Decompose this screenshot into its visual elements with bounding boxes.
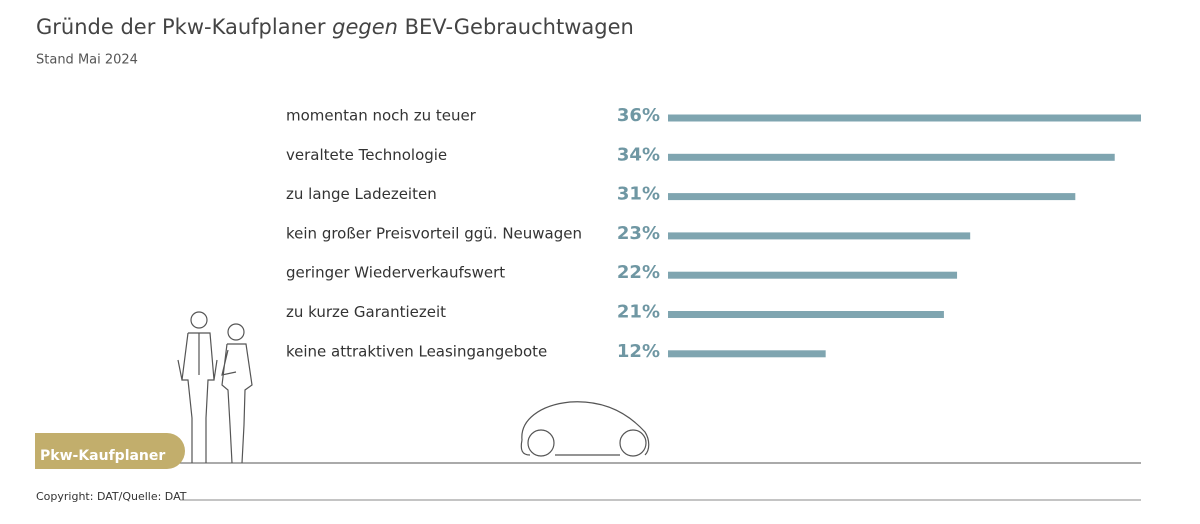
category-label: keine attraktiven Leasingangebote (286, 342, 547, 360)
title-part: Gründe der Pkw-Kaufplaner (36, 15, 332, 39)
bar (668, 271, 958, 279)
footer: Copyright: DAT/Quelle: DAT (36, 490, 187, 503)
people-illustration (177, 311, 253, 464)
bar (668, 350, 826, 358)
value-label: 34% (617, 144, 660, 165)
bar (668, 311, 944, 318)
value-label: 21% (617, 302, 660, 323)
badge-label: Pkw-Kaufplaner (40, 448, 165, 464)
value-label: 23% (617, 223, 660, 244)
bar (668, 153, 1115, 161)
chart-title: Gründe der Pkw-Kaufplaner gegen BEV-Gebr… (36, 15, 634, 39)
value-label: 22% (617, 262, 660, 283)
car-illustration (520, 401, 650, 457)
title-part: gegen (332, 15, 398, 39)
title-part: BEV-Gebrauchtwagen (398, 15, 634, 39)
value-label: 31% (617, 184, 660, 205)
value-label: 12% (617, 341, 660, 362)
category-label: momentan noch zu teuer (286, 107, 477, 125)
category-label: zu kurze Garantiezeit (286, 303, 446, 321)
category-label: veraltete Technologie (286, 146, 447, 164)
category-label: geringer Wiederverkaufswert (286, 264, 505, 282)
category-label: zu lange Ladezeiten (286, 185, 437, 203)
bar (668, 193, 1076, 201)
badge (35, 433, 185, 469)
chart-subtitle: Stand Mai 2024 (36, 53, 138, 68)
bar (668, 114, 1141, 122)
value-label: 36% (617, 105, 660, 126)
category-label: kein großer Preisvorteil ggü. Neuwagen (286, 224, 582, 242)
bar (668, 232, 971, 240)
